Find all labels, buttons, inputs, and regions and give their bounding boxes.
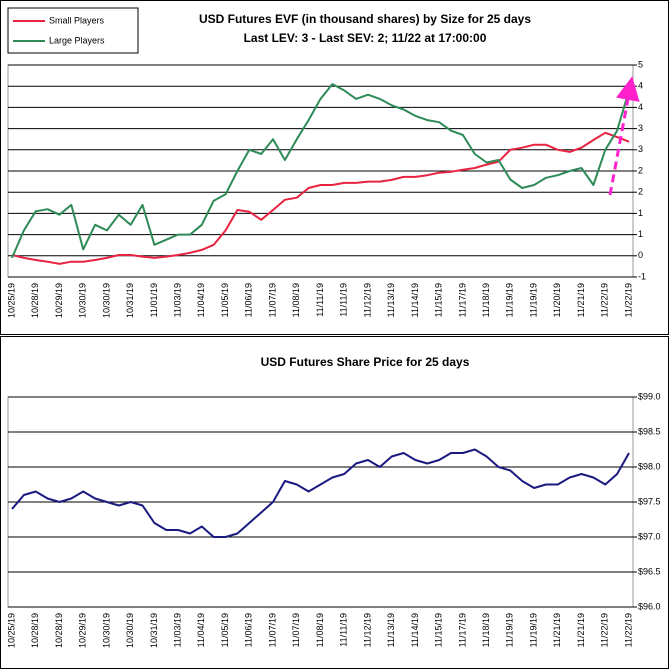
chart-subtitle: Last LEV: 3 - Last SEV: 2; 11/22 at 17:0… [244,31,487,45]
x-tick-label: 10/31/19 [149,613,159,648]
x-tick-label: 11/14/19 [410,613,420,647]
chart-title: USD Futures EVF (in thousand shares) by … [199,12,531,26]
x-tick-label: 10/29/19 [78,613,88,648]
x-tick-label: 11/20/19 [552,283,562,317]
x-tick-label: 11/17/19 [457,283,467,317]
y-tick-label: -1 [638,271,646,281]
y-tick-label: $98.0 [638,461,661,471]
x-tick-label: 11/12/19 [362,613,372,647]
y-tick-label: 4 [638,102,643,112]
x-tick-label: 11/11/19 [315,283,325,317]
x-tick-label: 10/30/19 [101,613,111,648]
x-tick-label: 11/19/19 [505,283,515,317]
y-tick-label: 5 [638,59,643,69]
y-tick-label: $97.0 [638,531,661,541]
y-tick-label: 0 [638,250,643,260]
series-line [11,83,630,259]
x-tick-label: 11/22/19 [600,613,610,647]
x-tick-label: 10/30/19 [78,283,88,318]
y-tick-label: 2 [638,187,643,197]
x-tick-label: 10/25/19 [6,283,16,318]
trend-arrow [608,76,640,196]
x-tick-label: 11/08/19 [291,283,301,317]
y-tick-label: $97.5 [638,496,661,506]
x-tick-label: 11/21/19 [552,613,562,647]
x-tick-label: 11/06/19 [244,283,254,317]
y-tick-label: $96.5 [638,566,661,576]
x-tick-label: 10/29/19 [54,283,64,318]
series-line [11,131,630,265]
x-tick-label: 11/01/19 [149,283,159,317]
x-tick-label: 11/13/19 [386,613,396,647]
x-tick-label: 11/22/19 [623,613,633,647]
x-tick-label: 11/19/19 [528,613,538,647]
x-tick-label: 10/28/19 [30,283,40,318]
chart-title: USD Futures Share Price for 25 days [261,355,470,369]
legend-label: Small Players [49,15,105,25]
y-tick-label: $96.0 [638,601,661,611]
x-tick-label: 11/19/19 [528,283,538,317]
x-tick-label: 10/28/19 [54,613,64,648]
x-tick-label: 11/21/19 [576,613,586,647]
x-tick-label: 10/30/19 [125,613,135,648]
y-tick-label: 3 [638,123,643,133]
y-tick-label: 4 [638,81,643,91]
x-tick-label: 11/17/19 [457,613,467,647]
x-tick-label: 11/22/19 [600,283,610,317]
x-tick-label: 10/28/19 [30,613,40,648]
y-tick-label: 1 [638,229,643,239]
x-tick-label: 11/18/19 [481,613,491,647]
y-tick-label: 3 [638,144,643,154]
x-tick-label: 11/11/19 [339,613,349,647]
x-tick-label: 11/04/19 [196,283,206,317]
x-tick-label: 11/21/19 [576,283,586,317]
x-tick-label: 11/14/19 [410,283,420,317]
x-tick-label: 11/22/19 [623,283,633,317]
x-tick-label: 11/08/19 [315,613,325,647]
x-tick-label: 11/07/19 [267,283,277,317]
x-tick-label: 11/05/19 [220,283,230,317]
x-tick-label: 11/11/19 [339,283,349,317]
legend-label: Large Players [49,35,105,45]
x-tick-label: 11/04/19 [196,613,206,647]
x-tick-label: 11/06/19 [244,613,254,647]
x-tick-label: 11/15/19 [434,283,444,317]
x-tick-label: 11/13/19 [386,283,396,317]
x-tick-label: 11/07/19 [291,613,301,647]
x-tick-label: 10/30/19 [101,283,111,318]
y-tick-label: $99.0 [638,391,661,401]
y-tick-label: $98.5 [638,426,661,436]
y-tick-label: 2 [638,165,643,175]
x-tick-label: 11/05/19 [220,613,230,647]
x-tick-label: 11/03/19 [172,283,182,317]
x-tick-label: 11/19/19 [505,613,515,647]
x-tick-label: 10/25/19 [6,613,16,648]
x-tick-label: 10/31/19 [125,283,135,318]
series-line [11,448,630,538]
x-tick-label: 11/12/19 [362,283,372,317]
y-tick-label: 1 [638,208,643,218]
x-tick-label: 11/03/19 [172,613,182,647]
x-tick-label: 11/18/19 [481,283,491,317]
legend-box [7,7,139,54]
x-tick-label: 11/15/19 [434,613,444,647]
x-tick-label: 11/07/19 [267,613,277,647]
